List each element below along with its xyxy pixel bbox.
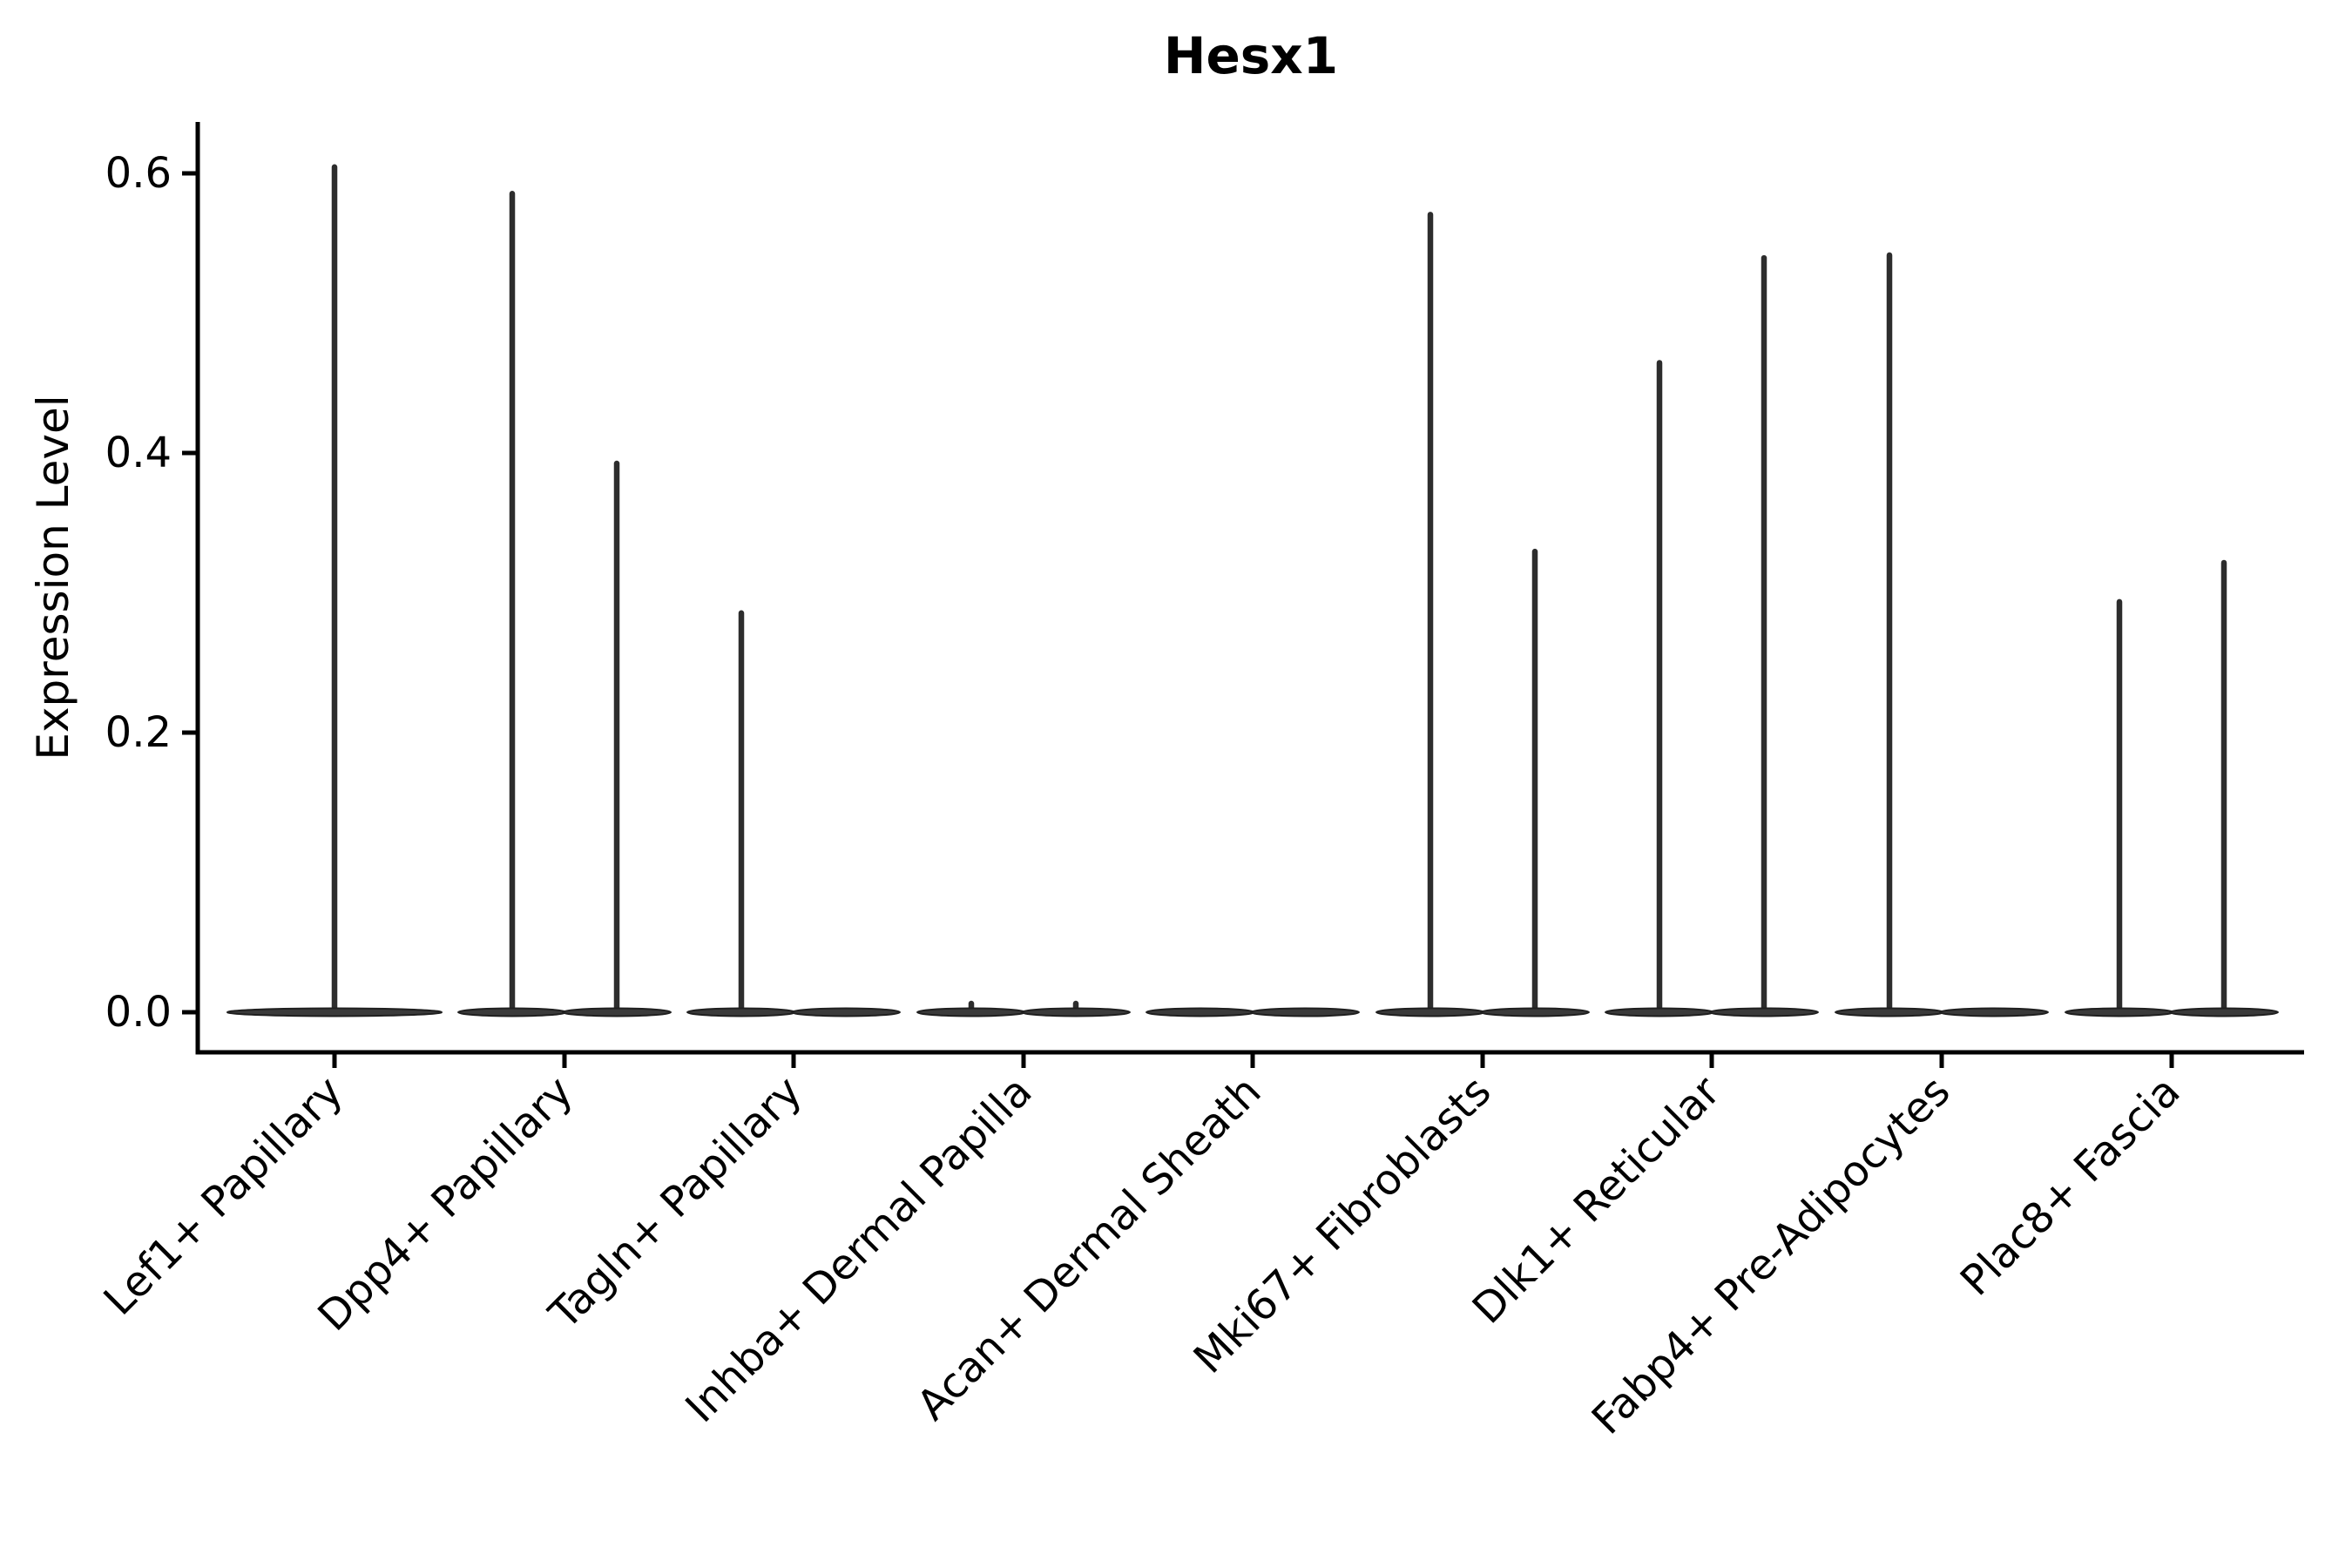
violin-body xyxy=(1146,1007,1255,1017)
violin-body xyxy=(1250,1007,1360,1017)
y-tick-label: 0.4 xyxy=(105,429,172,477)
y-tick-label: 0.0 xyxy=(105,988,172,1037)
x-tick-label: Lef1+ Papillary xyxy=(95,1067,353,1325)
violin-body xyxy=(1939,1007,2049,1017)
violin-body xyxy=(1835,1007,1944,1017)
violin-body xyxy=(562,1007,672,1017)
violin-body xyxy=(1709,1007,1819,1017)
violin-body xyxy=(457,1007,567,1017)
violin-body xyxy=(2169,1007,2279,1017)
violin-body xyxy=(1605,1007,1714,1017)
y-axis-label: Expression Level xyxy=(28,395,78,760)
x-tick-label: Plac8+ Fascia xyxy=(1951,1067,2190,1306)
x-tick-label: Dlk1+ Reticular xyxy=(1463,1067,1730,1334)
violin-body xyxy=(2065,1007,2174,1017)
violin-body xyxy=(1375,1007,1485,1017)
violin-body xyxy=(1480,1007,1590,1017)
violin-body xyxy=(226,1007,443,1017)
x-tick-label: Tagln+ Papillary xyxy=(539,1067,811,1339)
y-tick-label: 0.2 xyxy=(105,708,172,757)
x-tick-label: Dpp4+ Papillary xyxy=(308,1067,582,1341)
axes-layer xyxy=(182,122,2304,1068)
violin-body xyxy=(916,1007,1026,1017)
y-tick-label: 0.6 xyxy=(105,149,172,198)
chart-title: Hesx1 xyxy=(1164,26,1338,85)
violin-body xyxy=(1021,1007,1131,1017)
violin-body xyxy=(686,1007,796,1017)
y-tick-labels: 0.0 0.2 0.4 0.6 xyxy=(105,149,172,1037)
violin-layer xyxy=(226,164,2279,1017)
violin-body xyxy=(791,1007,901,1017)
